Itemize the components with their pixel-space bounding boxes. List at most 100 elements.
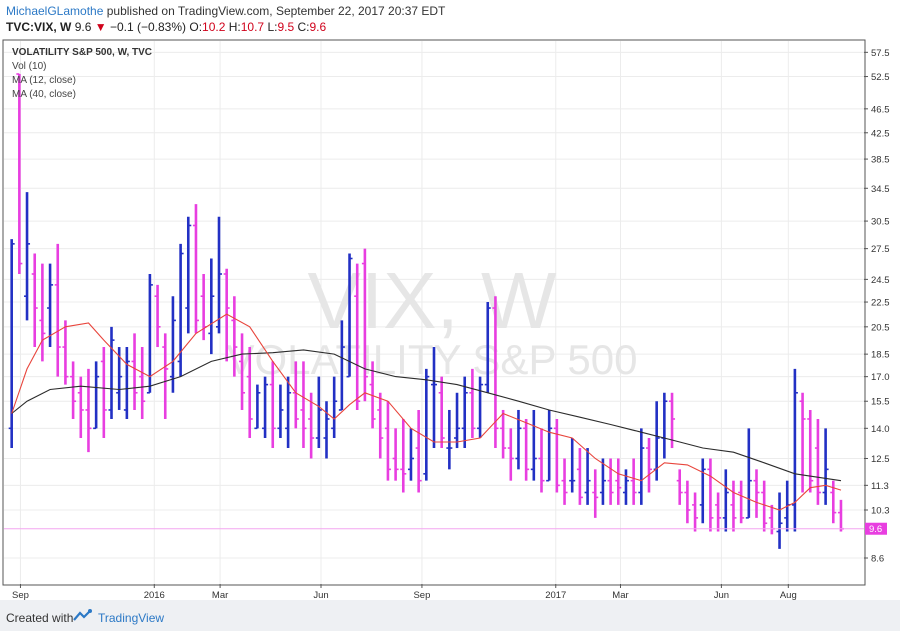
ohlc-bar [192,204,199,334]
chart-legend: VOLATILITY S&P 500, W, TVC Vol (10) MA (… [12,47,152,100]
ohlc-bar [177,243,184,377]
ohlc-bar [500,409,507,459]
y-tick-label: 8.6 [871,554,884,565]
ohlc-bar [446,409,453,470]
ohlc-bar [308,392,315,459]
ohlc-bar [484,302,491,393]
ohlc-bar [546,409,553,482]
tradingview-logo-icon[interactable] [72,608,94,624]
y-tick-label: 30.5 [871,217,890,228]
ohlc-bar [669,392,676,449]
ohlc-bar [331,376,338,439]
ohlc-bar [100,347,107,439]
ohlc-bar [39,263,46,362]
x-tick-label: Mar [212,590,228,600]
publish-info: MichaelGLamothe published on TradingView… [6,4,445,18]
x-tick-label: 2017 [545,590,566,600]
y-tick-label: 11.3 [871,481,889,492]
ohlc-bar [47,263,54,348]
author-link[interactable]: MichaelGLamothe [6,4,104,18]
ohlc-bar [285,376,292,449]
legend-ma40[interactable]: MA (40, close) [12,89,76,100]
price-chart[interactable]: VIX, W VOLATILITY S&P 500 VOLATILITY S&P… [0,38,900,600]
ohlc-bar [315,376,322,449]
legend-ma12[interactable]: MA (12, close) [12,75,76,86]
ohlc-bar [300,361,307,449]
ohlc-bar [814,418,821,505]
ohlc-bar [223,268,230,362]
y-tick-label: 10.3 [871,506,890,517]
ohlc-bar [646,438,652,493]
ohlc-bar [361,248,368,402]
legend-vol[interactable]: Vol (10) [12,61,46,72]
ohlc-bar [269,361,276,449]
ohlc-values: O:10.2 H:10.7 L:9.5 C:9.6 [189,20,327,34]
y-tick-label: 18.5 [871,350,890,361]
y-tick-label: 42.5 [871,128,890,139]
ohlc-bar [384,401,391,481]
ohlc-bar [346,253,353,378]
ohlc-bar [477,376,484,439]
ohlc-bar [154,284,161,348]
publish-text: published on TradingView.com, September … [103,4,446,18]
ohlc-bar [638,428,645,505]
ohlc-bar [584,448,591,505]
ohlc-bar [799,392,806,493]
time-axis[interactable]: Sep 2016 Mar Jun Sep 2017 Mar Jun Aug [12,584,797,600]
ohlc-bar [338,320,345,411]
ohlc-bar [699,458,706,524]
ohlc-bar [93,361,100,430]
ohlc-bar [131,333,138,410]
ohlc-bar [461,376,468,449]
ohlc-bar [469,368,476,439]
x-tick-label: Sep [413,590,430,600]
ohlc-bar [730,480,737,532]
symbol-info: TVC:VIX, W 9.6 ▼ −0.1 (−0.83%) O:10.2 H:… [6,20,326,34]
last-price-marker: 9.6 [4,522,887,535]
last-price-badge [865,522,887,535]
y-tick-label: 12.5 [871,454,890,465]
ohlc-bar [239,333,246,410]
ohlc-bar [139,347,146,419]
ohlc-bar [569,438,576,493]
ohlc-bar [354,263,361,410]
ohlc-bar [776,492,783,549]
y-tick-label: 34.5 [871,184,890,195]
ohlc-bar [684,480,691,524]
ohlc-bar [108,326,115,419]
footer: Created with TradingView [0,600,900,631]
ohlc-bar [369,361,376,429]
ohlc-bar [753,469,760,518]
ohlc-bar [254,384,261,430]
chart-header: MichaelGLamothe published on TradingView… [0,0,900,38]
last-value: 9.6 [74,20,92,34]
ohlc-bar [692,492,699,532]
y-tick-label: 15.5 [871,397,890,408]
ohlc-bar [123,347,130,419]
ohlc-bar [599,458,606,505]
ohlc-bar [553,418,560,493]
created-with-text: Created with [6,611,74,625]
ohlc-bar [162,333,169,419]
ohlc-bar [615,458,622,505]
x-tick-label: 2016 [144,590,165,600]
price-axis[interactable]: 57.5 52.5 46.5 42.5 38.5 34.5 30.5 27.5 24.5 22.5… [864,48,890,565]
ohlc-bar [576,448,583,505]
ma12-line [11,313,842,511]
ohlc-bar [715,492,722,532]
ohlc-bar [77,376,84,439]
tradingview-link[interactable]: TradingView [98,611,165,625]
legend-title: VOLATILITY S&P 500, W, TVC [12,47,152,58]
y-tick-label: 57.5 [871,48,890,59]
ohlc-bar [492,296,499,449]
y-tick-label: 14.0 [871,424,890,435]
ohlc-bar [822,428,829,505]
ohlc-bar [561,458,568,505]
ohlc-bar [630,458,637,505]
ohlc-bar [116,347,123,410]
ma40-line [11,349,842,482]
ohlc-bar [738,480,745,524]
ohlc-bar [538,428,545,493]
watermark-symbol: VIX, W [308,256,557,345]
y-tick-label: 24.5 [871,275,890,286]
